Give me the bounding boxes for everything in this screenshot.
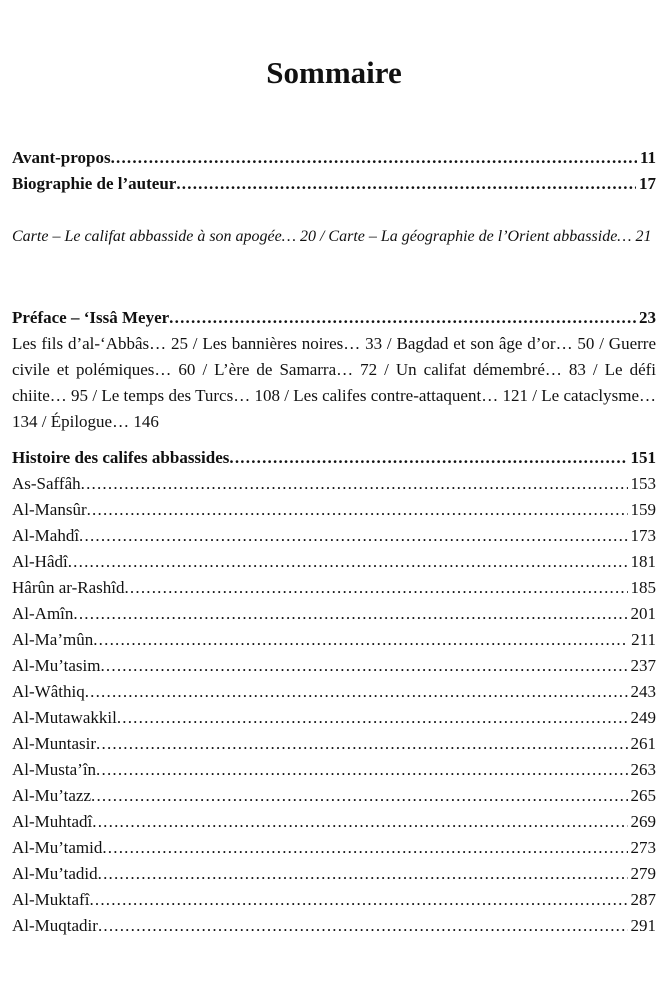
toc-entry[interactable]: Al-Amîn201 xyxy=(12,601,656,627)
page-title: Sommaire xyxy=(266,55,402,90)
front-matter: Avant-propos11 Biographie de l’auteur17 xyxy=(12,145,656,197)
preface-section: Préface – ‘Issâ Meyer23 Les fils d’al-‘A… xyxy=(12,305,656,435)
history-section: Histoire des califes abbassides151 As-Sa… xyxy=(12,445,656,939)
preface-chapters: Les fils d’al-‘Abbâs… 25 / Les bannières… xyxy=(12,334,656,431)
toc-entry[interactable]: Al-Mu’tazz265 xyxy=(12,783,656,809)
toc-entry[interactable]: Al-Mahdî173 xyxy=(12,523,656,549)
toc-entry[interactable]: Al-Wâthiq243 xyxy=(12,679,656,705)
toc-entry[interactable]: Al-Mu’tasim237 xyxy=(12,653,656,679)
toc-entry[interactable]: Al-Musta’în263 xyxy=(12,757,656,783)
toc-entry[interactable]: As-Saffâh153 xyxy=(12,471,656,497)
toc-entry[interactable]: Al-Mu’tamid273 xyxy=(12,835,656,861)
toc-entry[interactable]: Al-Mansûr159 xyxy=(12,497,656,523)
toc-entry[interactable]: Al-Muktafî287 xyxy=(12,887,656,913)
toc-entry[interactable]: Al-Ma’mûn211 xyxy=(12,627,656,653)
toc-entry[interactable]: Al-Mutawakkil249 xyxy=(12,705,656,731)
toc-entry[interactable]: Al-Muhtadî269 xyxy=(12,809,656,835)
toc-entry[interactable]: Histoire des califes abbassides151 xyxy=(12,445,656,471)
toc-entry[interactable]: Al-Muqtadir291 xyxy=(12,913,656,939)
toc-entry[interactable]: Préface – ‘Issâ Meyer23 xyxy=(12,305,656,331)
toc-entry[interactable]: Al-Hâdî181 xyxy=(12,549,656,575)
toc-entry[interactable]: Biographie de l’auteur17 xyxy=(12,171,656,197)
toc-entry[interactable]: Al-Muntasir261 xyxy=(12,731,656,757)
toc-entry[interactable]: Al-Mu’tadid279 xyxy=(12,861,656,887)
toc-entry[interactable]: Avant-propos11 xyxy=(12,145,656,171)
caliph-list: As-Saffâh153Al-Mansûr159Al-Mahdî173Al-Hâ… xyxy=(12,471,656,939)
toc-entry[interactable]: Hârûn ar-Rashîd185 xyxy=(12,575,656,601)
maps-list: Carte – Le califat abbasside à son apogé… xyxy=(12,228,652,245)
